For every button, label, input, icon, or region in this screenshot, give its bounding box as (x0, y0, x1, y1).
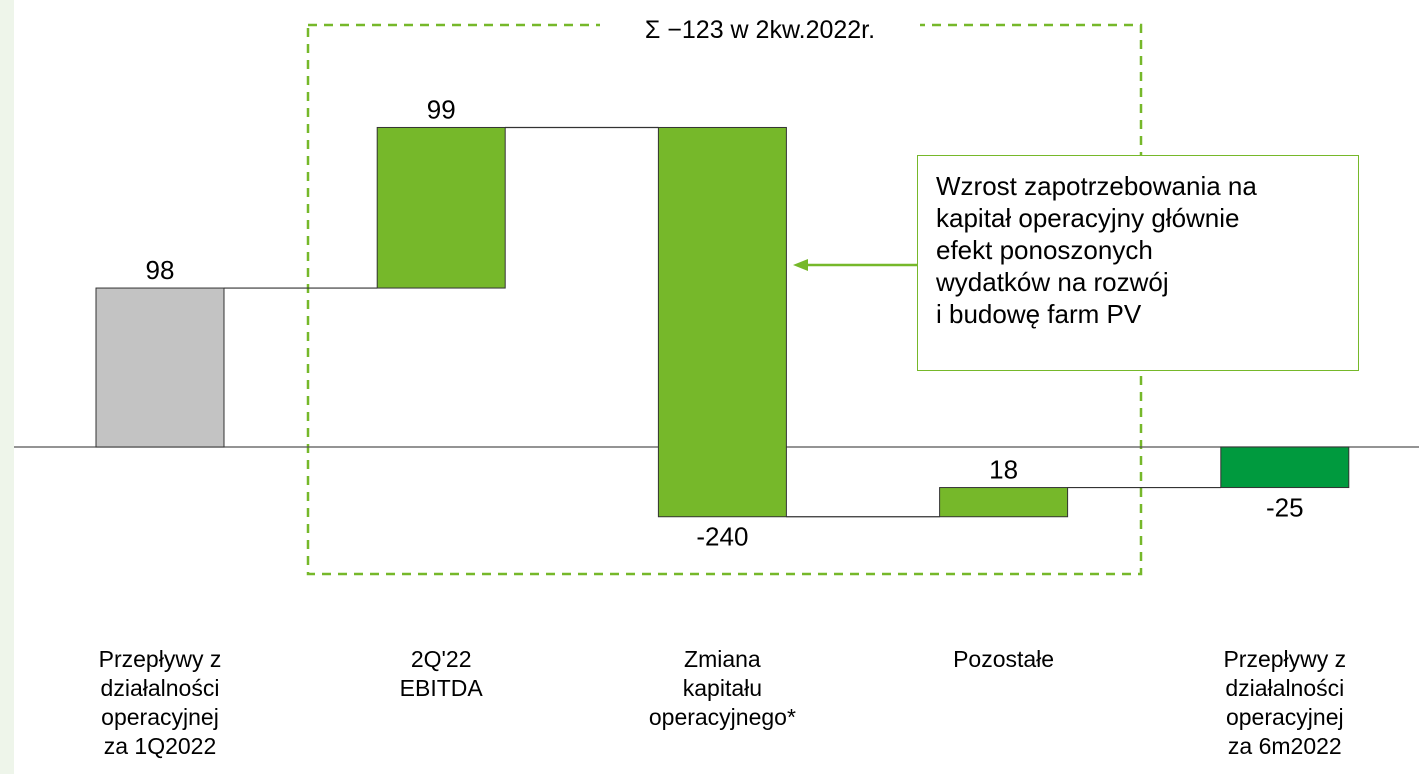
value-label: 98 (146, 255, 175, 285)
category-label: Przepływy z działalności operacyjnej za … (1223, 646, 1347, 759)
annotation: Wzrost zapotrzebowania na kapitał operac… (917, 155, 1359, 371)
value-label: 99 (427, 94, 456, 124)
bar (95, 287, 225, 448)
bar (939, 487, 1069, 518)
bar (376, 126, 506, 289)
arrow-head (793, 259, 808, 271)
category-label: 2Q'22 EBITDA (399, 646, 483, 701)
value-label: -25 (1266, 492, 1304, 522)
category-label: Zmiana kapitału operacyjnego* (648, 646, 796, 730)
bar (1220, 446, 1350, 489)
category-label: Przepływy z działalności operacyjnej za … (98, 646, 222, 759)
value-label: -240 (696, 522, 748, 552)
bracket-label: Σ −123 w 2kw.2022r. (600, 16, 920, 45)
category-label: Pozostałe (953, 646, 1055, 672)
bar (657, 126, 787, 518)
value-label: 18 (989, 454, 1018, 484)
